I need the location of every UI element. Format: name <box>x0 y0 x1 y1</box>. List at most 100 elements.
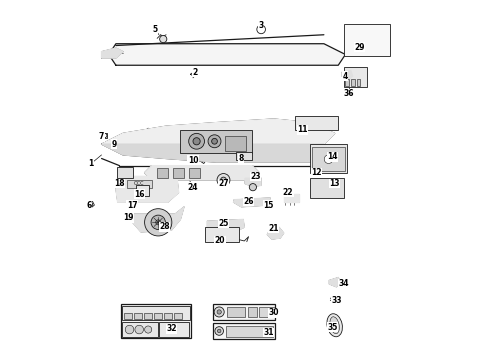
Polygon shape <box>145 166 259 180</box>
Circle shape <box>125 325 134 334</box>
Circle shape <box>193 138 200 145</box>
Circle shape <box>266 204 270 208</box>
Text: 17: 17 <box>127 201 137 210</box>
Text: 4: 4 <box>343 72 348 81</box>
Bar <box>122 306 191 320</box>
Text: 19: 19 <box>123 213 134 222</box>
Bar <box>159 322 190 337</box>
Text: 12: 12 <box>312 168 322 177</box>
Bar <box>351 79 355 86</box>
Bar <box>345 79 349 86</box>
Bar <box>157 168 168 178</box>
Text: 29: 29 <box>354 43 365 52</box>
Circle shape <box>135 325 144 334</box>
Bar <box>310 178 343 198</box>
Circle shape <box>151 215 166 229</box>
Text: 36: 36 <box>344 89 354 98</box>
Bar <box>213 304 275 320</box>
Bar <box>259 307 274 317</box>
Circle shape <box>145 209 172 236</box>
Text: 28: 28 <box>159 222 170 231</box>
Bar <box>313 147 344 171</box>
Bar <box>248 307 257 317</box>
Polygon shape <box>234 198 270 207</box>
Text: 2: 2 <box>192 68 197 77</box>
Ellipse shape <box>327 314 343 337</box>
Bar <box>154 314 162 319</box>
Text: 25: 25 <box>219 219 229 228</box>
Circle shape <box>156 220 161 225</box>
Text: 11: 11 <box>297 125 308 134</box>
Text: 34: 34 <box>339 279 349 288</box>
Bar <box>357 79 361 86</box>
Text: 8: 8 <box>239 154 244 163</box>
Bar <box>343 67 367 87</box>
Bar <box>164 314 172 319</box>
Text: 5: 5 <box>153 25 158 34</box>
Text: 31: 31 <box>263 328 273 337</box>
Polygon shape <box>109 44 345 65</box>
Polygon shape <box>101 144 324 162</box>
Circle shape <box>257 25 266 34</box>
Polygon shape <box>207 220 245 232</box>
Bar <box>343 24 390 56</box>
Text: 23: 23 <box>250 172 261 181</box>
Bar <box>190 168 200 178</box>
Text: 22: 22 <box>283 188 294 197</box>
Circle shape <box>125 216 131 221</box>
Bar <box>295 116 338 130</box>
Text: 3: 3 <box>259 21 264 30</box>
Circle shape <box>217 174 230 186</box>
Circle shape <box>102 134 107 138</box>
Bar <box>213 323 275 338</box>
Circle shape <box>189 134 204 149</box>
Circle shape <box>208 135 221 148</box>
Bar <box>134 314 142 319</box>
Polygon shape <box>101 119 335 144</box>
Bar <box>180 130 252 153</box>
Polygon shape <box>116 176 179 202</box>
Text: 24: 24 <box>188 183 198 192</box>
Polygon shape <box>101 48 123 58</box>
Bar <box>136 185 149 197</box>
Polygon shape <box>342 71 353 80</box>
Bar <box>173 168 184 178</box>
Bar <box>236 152 252 160</box>
Polygon shape <box>267 227 284 239</box>
Text: 35: 35 <box>328 323 338 332</box>
Polygon shape <box>245 178 261 186</box>
Text: 9: 9 <box>112 140 117 149</box>
Circle shape <box>212 138 218 144</box>
Bar <box>124 314 132 319</box>
Text: 16: 16 <box>134 190 145 199</box>
Bar <box>122 304 191 338</box>
Text: 7: 7 <box>99 132 104 141</box>
Circle shape <box>324 155 333 163</box>
Circle shape <box>160 36 167 42</box>
Polygon shape <box>284 194 299 202</box>
Bar <box>144 314 152 319</box>
Polygon shape <box>329 278 341 287</box>
Circle shape <box>218 329 221 333</box>
Bar <box>310 144 347 173</box>
Text: 33: 33 <box>331 296 342 305</box>
Text: 6: 6 <box>86 201 92 210</box>
Text: 30: 30 <box>269 308 279 317</box>
Circle shape <box>332 155 337 160</box>
Bar <box>126 180 152 188</box>
Circle shape <box>145 326 152 333</box>
Bar <box>117 167 133 178</box>
Bar <box>122 322 158 337</box>
Text: 1: 1 <box>88 159 94 168</box>
Text: 15: 15 <box>263 201 273 210</box>
Text: 20: 20 <box>215 237 225 246</box>
Text: 13: 13 <box>329 179 340 188</box>
Text: 27: 27 <box>218 179 229 188</box>
Circle shape <box>88 202 93 207</box>
Bar <box>227 307 245 317</box>
Text: 18: 18 <box>114 179 125 188</box>
Bar <box>174 314 182 319</box>
Circle shape <box>220 177 226 183</box>
Bar <box>224 136 246 150</box>
Circle shape <box>215 327 223 335</box>
